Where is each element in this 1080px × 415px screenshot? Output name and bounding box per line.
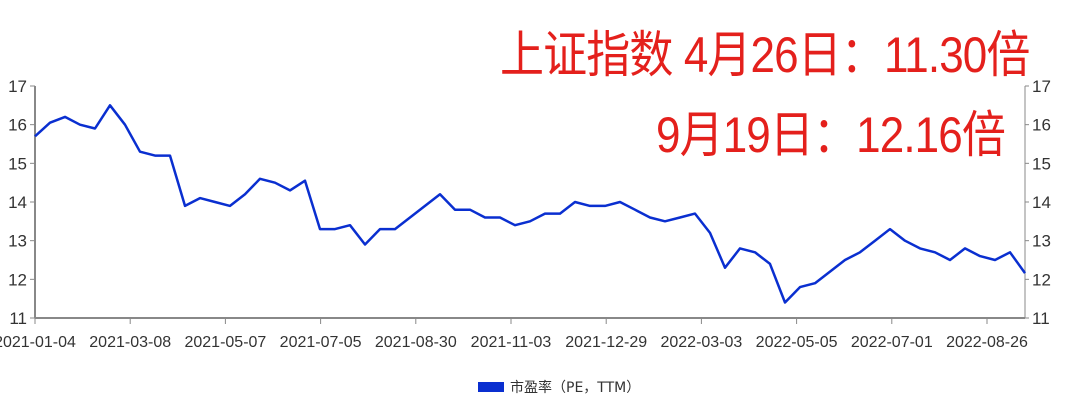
y-tick-label-left: 13 bbox=[8, 232, 27, 251]
x-tick-label: 2021-11-03 bbox=[471, 334, 552, 351]
legend-swatch bbox=[478, 382, 504, 392]
y-tick-label-right: 11 bbox=[1032, 309, 1050, 328]
y-tick-label-right: 15 bbox=[1032, 154, 1051, 173]
y-tick-label-left: 12 bbox=[8, 270, 27, 289]
annotation-line-2: 9月19日：12.16倍 bbox=[656, 107, 1006, 163]
annotation-line-1: 上证指数 4月26日：11.30倍 bbox=[500, 27, 1030, 83]
pe-series-line bbox=[34, 104, 1027, 304]
x-tick-label: 2022-03-03 bbox=[660, 334, 742, 351]
x-tick-label: 2021-01-04 bbox=[0, 334, 76, 351]
legend-label: 市盈率（PE，TTM） bbox=[510, 380, 641, 396]
y-tick-label-left: 11 bbox=[9, 309, 27, 328]
y-tick-label-left: 17 bbox=[8, 77, 27, 96]
legend: 市盈率（PE，TTM） bbox=[478, 377, 640, 397]
y-tick-label-left: 14 bbox=[8, 193, 27, 212]
y-tick-label-left: 15 bbox=[8, 154, 27, 173]
y-tick-label-right: 16 bbox=[1032, 116, 1051, 135]
x-tick-label: 2021-08-30 bbox=[375, 334, 457, 351]
x-tick-label: 2022-08-26 bbox=[946, 334, 1028, 351]
y-tick-label-right: 17 bbox=[1032, 77, 1051, 96]
x-tick-label: 2021-12-29 bbox=[565, 334, 647, 351]
y-tick-label-left: 16 bbox=[8, 116, 27, 135]
y-tick-label-right: 14 bbox=[1032, 193, 1051, 212]
x-tick-label: 2021-03-08 bbox=[89, 334, 171, 351]
x-tick-label: 2022-05-05 bbox=[756, 334, 838, 351]
x-tick-label: 2021-05-07 bbox=[184, 334, 266, 351]
y-tick-label-right: 13 bbox=[1032, 232, 1051, 251]
y-tick-label-right: 12 bbox=[1032, 270, 1051, 289]
x-tick-label: 2022-07-01 bbox=[851, 334, 933, 351]
x-tick-label: 2021-07-05 bbox=[280, 334, 362, 351]
